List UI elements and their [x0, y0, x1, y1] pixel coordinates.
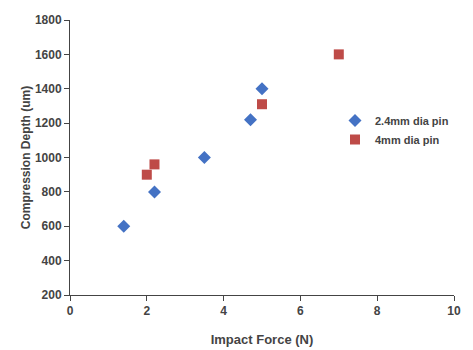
svg-text:800: 800: [42, 185, 62, 199]
svg-text:Compression Depth (um): Compression Depth (um): [19, 86, 33, 229]
svg-text:4mm dia pin: 4mm dia pin: [375, 134, 439, 146]
svg-text:2.4mm dia pin: 2.4mm dia pin: [375, 115, 449, 127]
svg-text:0: 0: [67, 304, 74, 318]
svg-text:1400: 1400: [35, 82, 62, 96]
svg-text:200: 200: [42, 288, 62, 302]
svg-text:2: 2: [143, 304, 150, 318]
svg-text:1000: 1000: [35, 151, 62, 165]
svg-text:400: 400: [42, 254, 62, 268]
svg-text:8: 8: [374, 304, 381, 318]
svg-text:1200: 1200: [35, 116, 62, 130]
svg-text:6: 6: [297, 304, 304, 318]
svg-text:10: 10: [447, 304, 461, 318]
svg-text:600: 600: [42, 219, 62, 233]
svg-text:4: 4: [220, 304, 227, 318]
svg-text:1800: 1800: [35, 13, 62, 27]
svg-text:1600: 1600: [35, 48, 62, 62]
svg-text:Impact Force (N): Impact Force (N): [211, 332, 314, 347]
